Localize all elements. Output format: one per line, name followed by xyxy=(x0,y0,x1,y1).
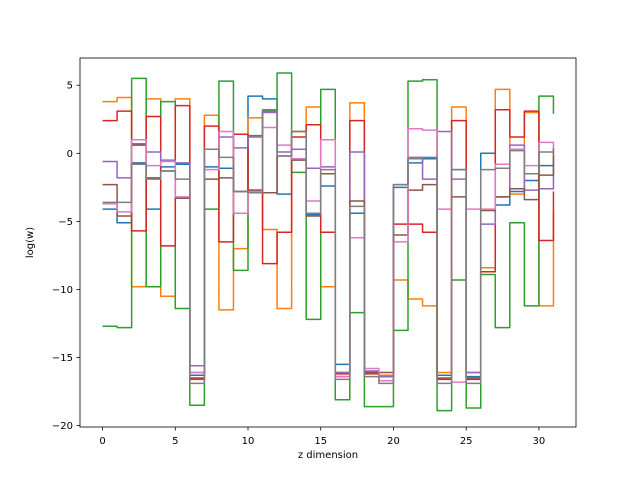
y-axis: −20 −15 −10 −5 0 5 xyxy=(52,81,80,432)
y-tick-label: −15 xyxy=(52,353,73,364)
series-line-7 xyxy=(102,126,555,383)
x-axis: 0 5 10 15 20 25 30 xyxy=(99,427,545,447)
y-tick-label: 0 xyxy=(67,149,73,160)
x-axis-label: z dimension xyxy=(298,450,358,461)
y-tick-label: 5 xyxy=(67,81,73,92)
y-tick-label: −20 xyxy=(52,421,73,432)
x-tick-label: 25 xyxy=(460,436,473,447)
plot-frame xyxy=(79,57,577,428)
y-tick-label: −10 xyxy=(52,285,73,296)
x-tick-label: 20 xyxy=(387,436,400,447)
series-line-8 xyxy=(102,108,555,385)
x-tick-label: 10 xyxy=(242,436,255,447)
series-layer xyxy=(102,72,555,412)
y-axis-label: log(w) xyxy=(25,227,36,258)
x-tick-label: 15 xyxy=(314,436,327,447)
x-tick-label: 0 xyxy=(99,436,105,447)
x-tick-label: 5 xyxy=(172,436,178,447)
x-tick-label: 30 xyxy=(533,436,546,447)
y-tick-label: −5 xyxy=(58,217,73,228)
